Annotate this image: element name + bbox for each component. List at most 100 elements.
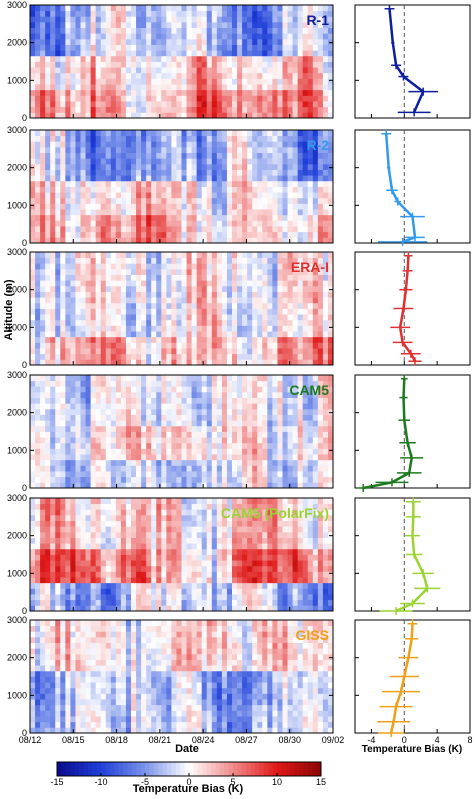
heatmap-cell <box>70 44 76 51</box>
heatmap-cell <box>30 336 36 343</box>
heatmap-cell <box>262 214 268 221</box>
heatmap-cell <box>161 226 167 233</box>
heatmap-cell <box>201 391 208 398</box>
heatmap-cell <box>156 386 162 393</box>
heatmap-cell <box>30 10 36 17</box>
heatmap-cell <box>60 425 66 432</box>
heatmap-cell <box>226 414 233 421</box>
heatmap-cell <box>131 130 137 137</box>
heatmap-cell <box>85 203 91 210</box>
heatmap-cell <box>196 386 203 393</box>
heatmap-cell <box>297 252 304 259</box>
heatmap-cell <box>252 192 258 199</box>
heatmap-cell <box>90 16 97 23</box>
heatmap-cell <box>136 448 142 455</box>
heatmap-cell <box>282 375 288 382</box>
heatmap-cell <box>100 50 107 57</box>
heatmap-cell <box>151 348 157 355</box>
heatmap-cell <box>55 33 61 40</box>
heatmap-cell <box>312 471 319 478</box>
heatmap-cell <box>151 21 157 28</box>
heatmap-cell <box>105 72 112 79</box>
heatmap-cell <box>277 152 283 159</box>
heatmap-cell <box>242 325 248 332</box>
heatmap-cell <box>221 314 228 321</box>
heatmap-cell <box>191 152 198 159</box>
heatmap-cell <box>120 55 127 62</box>
heatmap-cell <box>60 38 66 45</box>
y-tick-label: 3000 <box>7 0 27 10</box>
heatmap-cell <box>65 21 71 28</box>
heatmap-cell <box>232 425 238 432</box>
heatmap-cell <box>186 203 192 210</box>
heatmap-cell <box>262 209 268 216</box>
heatmap-cell <box>247 336 253 343</box>
heatmap-cell <box>95 27 102 34</box>
heatmap-cell <box>146 214 152 221</box>
heatmap-cell <box>176 408 182 415</box>
heatmap-cell <box>45 308 51 315</box>
heatmap-3 <box>30 252 333 365</box>
heatmap-cell <box>151 308 157 315</box>
heatmap-cell <box>125 72 132 79</box>
heatmap-cell <box>327 454 333 461</box>
heatmap-cell <box>136 180 142 187</box>
heatmap-cell <box>161 95 167 102</box>
heatmap-cell <box>161 231 167 238</box>
heatmap-cell <box>100 158 107 165</box>
heatmap-cell <box>120 135 127 142</box>
heatmap-cell <box>176 67 182 74</box>
heatmap-cell <box>232 106 238 113</box>
heatmap-cell <box>262 476 268 483</box>
heatmap-cell <box>327 67 333 74</box>
heatmap-cell <box>232 209 238 216</box>
heatmap-cell <box>302 297 309 304</box>
heatmap-cell <box>55 291 61 298</box>
heatmap-cell <box>221 220 228 227</box>
heatmap-cell <box>55 314 61 321</box>
heatmap-cell <box>242 5 248 12</box>
heatmap-cell <box>267 302 273 309</box>
heatmap-cell <box>196 89 203 96</box>
heatmap-cell <box>176 158 182 165</box>
heatmap-cell <box>267 308 273 315</box>
heatmap-cell <box>166 33 172 40</box>
heatmap-cell <box>30 471 36 478</box>
heatmap-cell <box>176 101 182 108</box>
heatmap-cell <box>191 192 198 199</box>
heatmap-cell <box>307 38 314 45</box>
heatmap-cell <box>120 319 127 326</box>
heatmap-cell <box>100 33 107 40</box>
heatmap-cell <box>146 237 152 243</box>
heatmap-cell <box>176 44 182 51</box>
heatmap-cell <box>35 55 41 62</box>
heatmap-cell <box>151 252 157 259</box>
heatmap-cell <box>55 67 61 74</box>
heatmap-cell <box>115 203 122 210</box>
heatmap-cell <box>120 5 127 12</box>
heatmap-cell <box>277 21 283 28</box>
heatmap-cell <box>171 348 177 355</box>
heatmap-cell <box>105 180 112 187</box>
heatmap-cell <box>226 16 233 23</box>
heatmap-cell <box>247 158 253 165</box>
heatmap-cell <box>95 169 102 176</box>
heatmap-cell <box>262 180 268 187</box>
heatmap-cell <box>80 226 86 233</box>
heatmap-cell <box>40 414 46 421</box>
heatmap-cell <box>216 237 223 243</box>
heatmap-cell <box>237 319 243 326</box>
heatmap-cell <box>80 408 86 415</box>
heatmap-cell <box>232 146 238 153</box>
heatmap-cell <box>115 471 122 478</box>
heatmap-cell <box>85 465 91 472</box>
heatmap-cell <box>226 130 233 137</box>
heatmap-cell <box>196 359 203 365</box>
heatmap-cell <box>206 101 213 108</box>
heatmap-cell <box>110 380 117 387</box>
heatmap-cell <box>40 186 46 193</box>
heatmap-cell <box>156 67 162 74</box>
heatmap-cell <box>257 175 263 182</box>
heatmap-cell <box>95 280 102 287</box>
